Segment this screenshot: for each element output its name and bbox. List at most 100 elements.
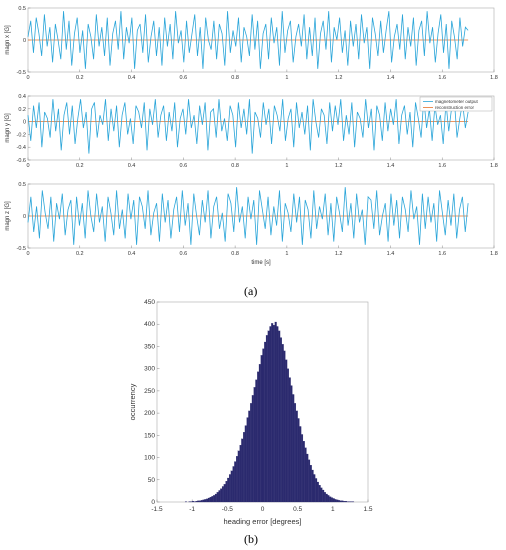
legend-label: magnetometer output (435, 99, 479, 104)
histogram-bar (237, 450, 240, 503)
histogram-bar (343, 501, 346, 503)
x-tick-label: -0.5 (222, 506, 234, 513)
histogram-bar (271, 323, 274, 503)
histogram-bar (302, 441, 305, 503)
histogram-bar (255, 379, 258, 503)
histogram-bar (336, 499, 339, 503)
histogram-bar (232, 466, 235, 503)
histogram-bar (234, 461, 237, 503)
x-tick-label: 1.4 (387, 163, 395, 169)
x-tick-label: 0.6 (180, 75, 188, 81)
histogram-bar (283, 350, 286, 503)
histogram-bar (220, 488, 223, 503)
histogram-bar (276, 326, 279, 503)
histogram-bar (338, 500, 340, 503)
x-tick-label: 0.2 (76, 163, 84, 169)
histogram-bar (278, 330, 281, 503)
histogram-bar (330, 497, 333, 503)
y-axis-label: magn y [G] (5, 113, 11, 143)
x-tick-label: 0.8 (231, 75, 239, 81)
y-tick-label: 400 (144, 321, 155, 328)
y-axis-label: magn x [G] (5, 25, 11, 55)
chart-2: 0 0.2 0.4 0.6 0.8 1 1.2 1.4 1.6 1.8 -0.6 -0.4 -0.2 0 0… (5, 94, 498, 169)
magnetometer-output-line (27, 187, 469, 245)
x-tick-label: 1.8 (490, 75, 498, 81)
histogram-bar (279, 337, 282, 503)
histogram-bar (227, 477, 230, 503)
histogram-bar (301, 434, 304, 503)
y-tick-label: 0 (23, 214, 26, 220)
histogram-bar (285, 359, 288, 503)
y-axis-label: magn z [G] (5, 201, 11, 231)
histogram-bar (230, 470, 233, 503)
histogram-bar (316, 481, 319, 503)
x-tick-label: 0.5 (293, 506, 302, 513)
x-tick-label: 1.6 (438, 163, 446, 169)
histogram-bar (295, 410, 298, 503)
histogram-bar (207, 497, 210, 503)
histogram-bar (243, 432, 246, 503)
x-tick-label: 0.6 (180, 163, 188, 169)
x-tick-label: 0.2 (76, 251, 84, 257)
y-tick-label: 0.5 (18, 182, 26, 188)
x-tick-label: 0.4 (128, 163, 136, 169)
histogram-bar (318, 485, 321, 503)
y-tick-label: 200 (144, 410, 155, 417)
histogram-bar (327, 495, 330, 503)
x-tick-label: 0 (261, 506, 265, 513)
x-axis-label: time [s] (251, 260, 271, 266)
histogram-bar (257, 371, 260, 503)
histogram-bar (297, 418, 300, 503)
histogram-bar (228, 474, 231, 503)
x-tick-label: 1.5 (363, 506, 372, 513)
histogram-bar (246, 417, 249, 503)
x-tick-label: 1 (331, 506, 335, 513)
histogram-bar (216, 492, 219, 503)
histogram-bar (294, 403, 297, 503)
histogram-bar (334, 499, 337, 503)
histogram-bar (309, 465, 312, 503)
x-tick-label: 1.6 (438, 75, 446, 81)
y-tick-label: -0.5 (17, 246, 26, 252)
histogram-bar (241, 438, 244, 503)
histogram-bar (290, 385, 293, 503)
x-tick-label: 0 (26, 163, 29, 169)
histogram-bar (325, 493, 328, 503)
histogram-bar (200, 500, 203, 503)
histogram-bar (281, 344, 284, 503)
y-tick-label: 0 (23, 38, 26, 44)
x-tick-label: 1 (285, 163, 288, 169)
histogram-bar (206, 498, 209, 503)
histogram-bar (304, 447, 307, 503)
histogram-bar (287, 368, 289, 503)
histogram-bar (267, 330, 270, 503)
histogram-bar (251, 395, 254, 503)
histogram-bar (306, 453, 309, 503)
histogram-bar (204, 499, 207, 503)
histogram-bar (225, 481, 228, 503)
x-tick-label: 1 (285, 251, 288, 257)
histogram-bar (199, 500, 202, 503)
x-axis-label: heading error [degrees] (224, 517, 302, 526)
y-axis-label: occurrency (128, 383, 137, 420)
x-tick-label: 1.4 (387, 75, 395, 81)
histogram-bar (236, 456, 238, 503)
panel-label-a: (a) (244, 284, 258, 298)
histogram-bar (272, 325, 275, 503)
y-tick-label: 0 (23, 120, 26, 126)
histogram-bar (288, 377, 291, 503)
magnetometer-output-line (27, 11, 469, 69)
histogram-bar (211, 496, 214, 503)
y-tick-label: 350 (144, 343, 155, 350)
histogram-bar (221, 486, 224, 503)
y-tick-label: 0 (151, 499, 155, 506)
x-tick-label: 0.4 (128, 251, 136, 257)
histogram-bar (248, 410, 251, 503)
x-tick-label: 0.6 (180, 251, 188, 257)
y-tick-label: -0.6 (17, 158, 26, 164)
legend-label: reconstruction error (435, 105, 475, 110)
histogram-bar (223, 484, 226, 503)
